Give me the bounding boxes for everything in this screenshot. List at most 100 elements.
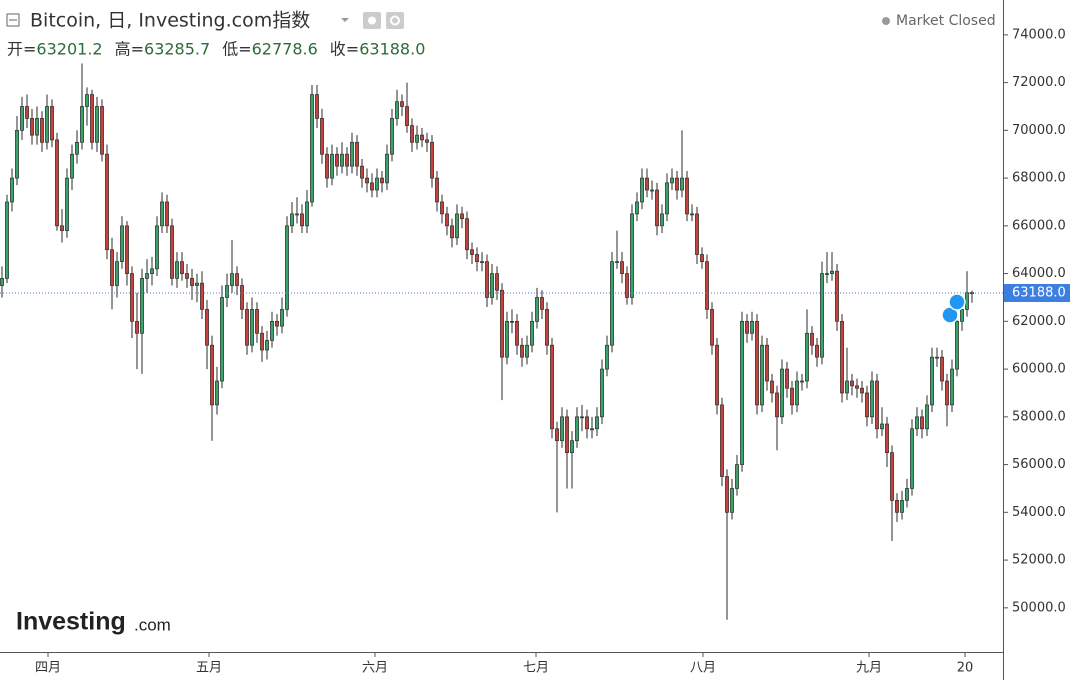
candle-body bbox=[595, 416, 599, 430]
candle-body bbox=[75, 141, 79, 155]
candle-body bbox=[25, 106, 29, 119]
y-tick-label: 72000.0 bbox=[1012, 75, 1066, 90]
candle-body bbox=[685, 177, 689, 215]
candle-body bbox=[185, 273, 189, 279]
candle-body bbox=[925, 404, 929, 430]
candle-body bbox=[680, 177, 684, 191]
candle-body bbox=[540, 297, 544, 310]
candle-body bbox=[20, 106, 24, 131]
y-tick-label: 54000.0 bbox=[1012, 505, 1066, 520]
candle-body bbox=[295, 213, 299, 216]
candle-body bbox=[285, 225, 289, 310]
candle-body bbox=[945, 380, 949, 406]
ohlc-label: 高= bbox=[115, 40, 144, 59]
candle-body bbox=[805, 332, 809, 382]
candle-body bbox=[70, 153, 74, 179]
candle-body bbox=[770, 380, 774, 394]
candle-body bbox=[250, 309, 254, 346]
candle-body bbox=[790, 387, 794, 406]
candle-body bbox=[575, 416, 579, 442]
candle-body bbox=[505, 320, 509, 358]
dropdown-arrow[interactable] bbox=[341, 18, 349, 22]
candle-body bbox=[165, 201, 169, 227]
y-tick-label: 64000.0 bbox=[1012, 266, 1066, 281]
candle-body bbox=[660, 213, 664, 227]
candle-body bbox=[555, 428, 559, 442]
candle-body bbox=[675, 177, 679, 191]
candle-body bbox=[700, 254, 704, 263]
y-tick-label: 70000.0 bbox=[1012, 123, 1066, 138]
candle-body bbox=[10, 177, 14, 203]
candle-body bbox=[270, 320, 274, 341]
candle-body bbox=[360, 165, 364, 179]
x-tick-label: 八月 bbox=[690, 661, 716, 676]
candle-body bbox=[0, 278, 4, 286]
last-price-tag bbox=[1004, 283, 1070, 302]
candle-body bbox=[810, 332, 814, 346]
candle-body bbox=[605, 344, 609, 370]
candle-body bbox=[545, 309, 549, 346]
candle-body bbox=[535, 297, 539, 322]
ohlc-value: 63201.2 bbox=[36, 40, 102, 59]
candle-body bbox=[625, 273, 629, 298]
candle-body bbox=[500, 289, 504, 358]
candle-body bbox=[15, 130, 19, 179]
candle-body bbox=[245, 309, 249, 346]
candle-body bbox=[785, 368, 789, 389]
candle-body bbox=[690, 213, 694, 216]
candle-body bbox=[965, 292, 969, 310]
candle-body bbox=[300, 213, 304, 227]
candle-body bbox=[775, 392, 779, 418]
candle-body bbox=[340, 153, 344, 167]
candle-body bbox=[160, 201, 164, 227]
y-tick-label: 62000.0 bbox=[1012, 314, 1066, 329]
candle-body bbox=[115, 261, 119, 286]
candle-body bbox=[485, 261, 489, 298]
candle-body bbox=[30, 118, 34, 136]
candle-body bbox=[345, 153, 349, 167]
candle-body bbox=[470, 249, 474, 255]
candle-body bbox=[620, 261, 624, 274]
collapse-icon[interactable] bbox=[6, 13, 20, 27]
candle-body bbox=[355, 141, 359, 167]
candle-body bbox=[65, 177, 69, 231]
candle-body bbox=[110, 249, 114, 286]
candle-body bbox=[290, 213, 294, 227]
plot-area bbox=[0, 63, 974, 620]
candle-body bbox=[405, 106, 409, 126]
candle-body bbox=[130, 273, 134, 322]
candle-body bbox=[630, 213, 634, 298]
candle-body bbox=[720, 404, 724, 477]
candle-body bbox=[955, 320, 959, 370]
candle-body bbox=[750, 320, 754, 334]
candle-body bbox=[240, 285, 244, 310]
y-tick-label: 68000.0 bbox=[1012, 171, 1066, 186]
x-tick-label: 七月 bbox=[523, 661, 549, 676]
event-marker[interactable] bbox=[948, 293, 966, 311]
x-tick-label: 四月 bbox=[35, 661, 61, 676]
candle-body bbox=[875, 380, 879, 430]
candle-body bbox=[490, 273, 494, 298]
candle-body bbox=[730, 488, 734, 513]
candle-body bbox=[800, 380, 804, 383]
candle-body bbox=[95, 106, 99, 143]
candle-body bbox=[420, 134, 424, 141]
candle-body bbox=[765, 344, 769, 382]
candle-body bbox=[745, 320, 749, 334]
candle-body bbox=[205, 309, 209, 346]
candle-body bbox=[170, 225, 174, 279]
candle-body bbox=[280, 309, 284, 327]
candle-body bbox=[480, 261, 484, 264]
logo: Investing .com bbox=[16, 608, 171, 636]
candle-body bbox=[475, 254, 479, 263]
candle-body bbox=[585, 416, 589, 430]
candle-body bbox=[370, 182, 374, 191]
candle-body bbox=[725, 476, 729, 513]
candle-body bbox=[90, 94, 94, 143]
settings-icon-gear bbox=[390, 15, 400, 26]
candle-body bbox=[105, 153, 109, 251]
candle-body bbox=[510, 320, 514, 323]
settings-icon[interactable] bbox=[386, 12, 404, 29]
candle-body bbox=[425, 139, 429, 143]
